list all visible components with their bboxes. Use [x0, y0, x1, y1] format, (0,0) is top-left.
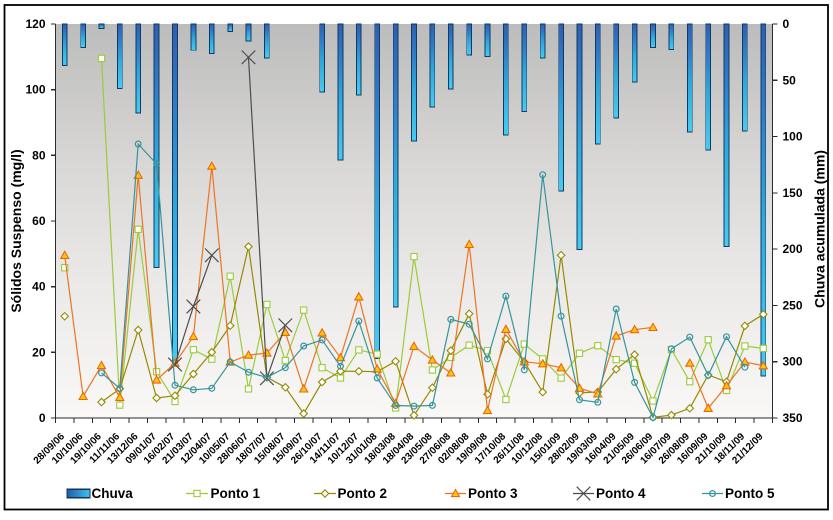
svg-text:60: 60 — [32, 214, 46, 228]
svg-text:350: 350 — [783, 411, 803, 425]
svg-text:Ponto 1: Ponto 1 — [211, 486, 261, 501]
svg-text:120: 120 — [25, 17, 45, 31]
svg-text:Chuva: Chuva — [92, 486, 134, 501]
svg-text:100: 100 — [783, 130, 803, 144]
svg-text:300: 300 — [783, 355, 803, 369]
svg-text:Chuva acumulada (mm): Chuva acumulada (mm) — [812, 150, 828, 308]
svg-text:Ponto 2: Ponto 2 — [338, 486, 388, 501]
svg-text:80: 80 — [32, 148, 46, 162]
svg-text:250: 250 — [783, 298, 803, 312]
svg-text:20: 20 — [32, 345, 46, 359]
svg-text:Ponto 5: Ponto 5 — [725, 486, 775, 501]
svg-text:0: 0 — [783, 17, 790, 31]
svg-text:Sólidos Suspenso (mg/l): Sólidos Suspenso (mg/l) — [8, 149, 24, 312]
svg-text:Ponto 4: Ponto 4 — [596, 486, 646, 501]
svg-text:200: 200 — [783, 242, 803, 256]
svg-text:50: 50 — [783, 73, 797, 87]
svg-text:100: 100 — [25, 83, 45, 97]
svg-text:0: 0 — [39, 411, 46, 425]
svg-text:150: 150 — [783, 186, 803, 200]
svg-text:40: 40 — [32, 280, 46, 294]
svg-text:Ponto 3: Ponto 3 — [468, 486, 518, 501]
